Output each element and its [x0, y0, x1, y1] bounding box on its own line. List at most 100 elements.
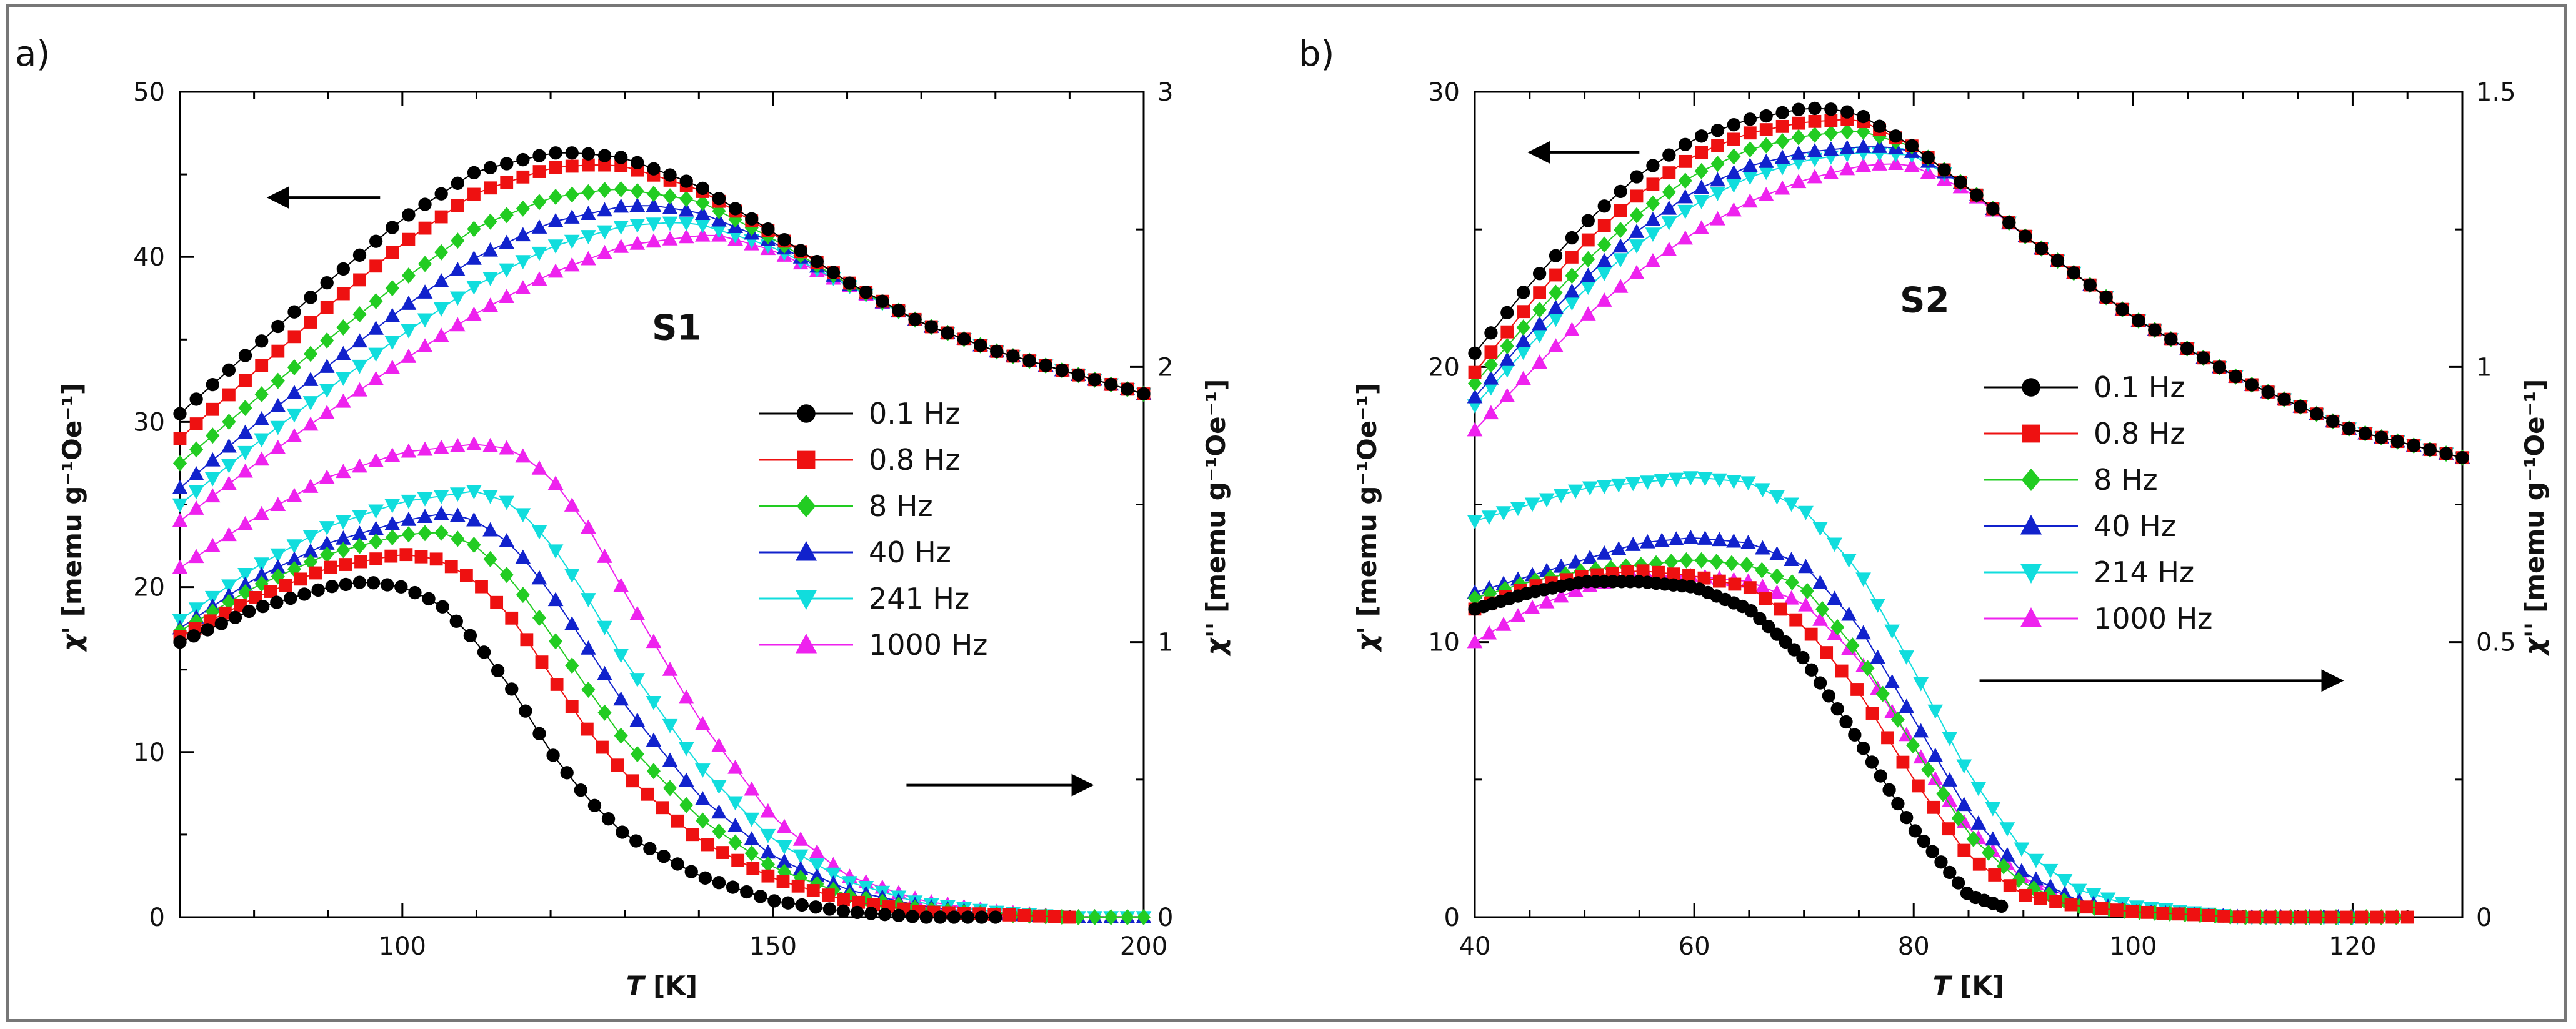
chi1-point	[189, 417, 203, 430]
chi1-point	[1614, 184, 1627, 199]
chi1-point	[1484, 345, 1498, 359]
chi1-point	[564, 209, 580, 224]
chi1-point	[1565, 231, 1579, 245]
chi1-point	[500, 176, 514, 189]
chi1-point	[1646, 177, 1660, 191]
chi2-point	[1769, 584, 1785, 599]
chi1-point	[1515, 370, 1532, 385]
x-axis-label-symbol: T	[1933, 970, 1953, 1001]
chi2-point	[1841, 553, 1857, 568]
chi2-point	[1495, 616, 1512, 631]
chi2-point	[547, 475, 564, 490]
chi2-point	[581, 640, 596, 655]
chi1-point	[434, 244, 449, 261]
chi1-point	[1597, 219, 1611, 232]
series-0.1hz	[173, 146, 1151, 924]
chi2-point	[597, 704, 612, 721]
chi1-point	[1564, 283, 1580, 298]
chi1-point	[188, 465, 204, 480]
chi1-point	[1758, 166, 1774, 181]
chi2-point	[744, 812, 760, 827]
chi2-point	[401, 512, 417, 526]
chi1-point	[1694, 162, 1709, 179]
chi2-point	[1822, 689, 1836, 703]
chi1-point	[1532, 354, 1547, 369]
legend-marker	[797, 450, 816, 469]
chi2-point	[947, 910, 961, 924]
chi2-point	[809, 900, 822, 914]
chi1-point	[302, 372, 319, 386]
chi2-point	[520, 633, 534, 647]
chi1-point	[1548, 312, 1564, 327]
chi2-point	[2248, 910, 2261, 924]
chi2-point	[352, 458, 367, 473]
chi2-point	[304, 554, 318, 570]
chi2-point	[336, 515, 351, 530]
chi1-point	[270, 439, 286, 454]
chi1-point	[286, 408, 302, 423]
legend-label: 8 Hz	[869, 489, 933, 523]
chi2-point	[1896, 755, 1910, 769]
chi1-point	[401, 267, 416, 284]
chi1-point	[1677, 230, 1694, 245]
chi1-point	[1727, 117, 1741, 132]
chi2-point	[646, 732, 662, 747]
chi1-point	[941, 326, 955, 340]
chi1-point	[1694, 179, 1709, 194]
chi1-point	[1872, 119, 1887, 133]
chi1-point	[204, 452, 221, 467]
chi2-point	[629, 673, 646, 687]
chi2-point	[1956, 759, 1972, 774]
chi2-point	[671, 857, 684, 871]
chi1-line	[1474, 107, 2463, 459]
chi1-point	[1824, 102, 1838, 116]
chi1-point	[302, 416, 319, 431]
chi1-point	[172, 480, 188, 494]
chi2-point	[352, 525, 367, 540]
chi1-point	[2034, 241, 2049, 256]
chi1-point	[631, 156, 644, 169]
chi1-point	[1726, 179, 1742, 193]
chi1-point	[1532, 329, 1547, 344]
chi1-point	[352, 306, 367, 322]
chi1-point	[1823, 141, 1839, 156]
chi1-point	[597, 225, 612, 240]
chi2-point	[616, 825, 629, 839]
chi1-point	[368, 321, 384, 335]
chi1-point	[1483, 370, 1499, 385]
chi1-point	[2439, 447, 2453, 460]
chi1-point	[1467, 389, 1483, 404]
chi1-point	[678, 217, 694, 231]
chi1-point	[1710, 156, 1725, 172]
chi2-point	[1652, 565, 1665, 579]
chi2-point	[2049, 895, 2062, 908]
chi1-point	[1137, 387, 1151, 401]
chi2-point	[550, 678, 564, 691]
chi1-point	[515, 280, 531, 295]
chi1-point	[613, 238, 629, 253]
chi1-point	[531, 271, 547, 286]
figure-frame	[6, 4, 2567, 1022]
chi2-point	[2339, 910, 2353, 924]
chi2-point	[1999, 822, 2015, 837]
chi1-point	[1678, 172, 1692, 189]
chi1-point	[564, 257, 580, 272]
chi1-point	[581, 184, 596, 201]
plot-area	[179, 91, 1145, 918]
chi1-point	[1888, 156, 1904, 171]
y-right-tick-label: 1.5	[2476, 78, 2516, 107]
chi1-point	[449, 317, 466, 332]
chi1-point	[678, 229, 694, 244]
chi2-point	[1017, 908, 1031, 922]
chi1-point	[515, 255, 531, 270]
chi1-point	[810, 254, 824, 269]
chi2-point	[776, 818, 792, 833]
chi2-point	[581, 519, 596, 534]
chi1-point	[1645, 253, 1661, 267]
chi2-point	[646, 634, 662, 649]
chi1-point	[711, 212, 727, 227]
chi2-point	[1850, 683, 1864, 696]
chi2-point	[256, 599, 270, 614]
chi2-point	[712, 823, 726, 840]
chi2-point	[2309, 910, 2322, 924]
